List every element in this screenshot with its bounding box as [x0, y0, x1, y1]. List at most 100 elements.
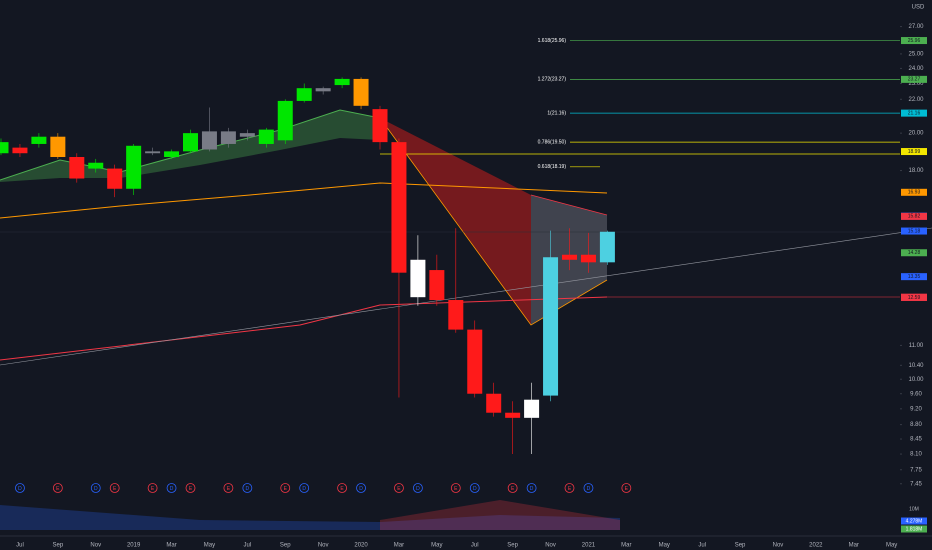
event-label: E [113, 486, 117, 492]
x-tick-label: 2022 [809, 543, 823, 549]
price-badge-label: 23.27 [908, 77, 921, 83]
event-label: D [359, 486, 363, 492]
candle-body [599, 231, 615, 263]
event-label: E [568, 486, 572, 492]
x-tick-label: Sep [507, 543, 518, 549]
event-label: E [56, 486, 60, 492]
x-tick-label: Nov [90, 543, 101, 549]
candle-body [486, 393, 502, 413]
candle-body [429, 270, 445, 301]
event-label: E [151, 486, 155, 492]
x-tick-label: Nov [773, 543, 784, 549]
price-badge [901, 37, 927, 45]
y-tick-label: 8.45 [910, 437, 922, 443]
event-marker [621, 483, 632, 493]
y-tick-label: 27.00 [908, 24, 924, 30]
x-tick-label: Mar [849, 543, 859, 549]
x-tick-label: 2020 [354, 543, 368, 549]
event-marker [109, 483, 120, 493]
event-label: D [246, 486, 250, 492]
x-tick-label: Mar [394, 543, 404, 549]
event-marker [469, 483, 480, 493]
event-label: D [473, 486, 477, 492]
x-tick-label: Jul [16, 543, 24, 549]
candle-body [145, 151, 161, 154]
x-tick-label: May [204, 543, 215, 549]
x-tick-label: Jul [698, 543, 706, 549]
candle-body [201, 131, 217, 150]
volume-label: 1.818M [906, 526, 923, 532]
x-tick-label: Jul [244, 543, 252, 549]
event-marker [564, 483, 575, 493]
candle-body [448, 300, 464, 330]
price-badge-label: 12.59 [908, 295, 921, 301]
fib-label: 1(21.16) [547, 110, 566, 116]
event-marker [507, 483, 518, 493]
event-label: D [302, 486, 306, 492]
price-badge-label: 21.16 [908, 110, 921, 116]
candle-body [410, 259, 426, 298]
event-label: E [625, 486, 629, 492]
volume-label: 10M [909, 506, 919, 512]
y-tick-label: 7.45 [910, 481, 922, 487]
event-label: D [530, 486, 534, 492]
event-marker [394, 483, 404, 493]
fib-label: 0.618(18.19) [538, 164, 567, 170]
y-tick-label: 24.00 [908, 66, 924, 72]
candle-body [88, 162, 104, 169]
event-label: E [511, 486, 515, 492]
event-label: D [18, 486, 22, 492]
price-badge [901, 148, 927, 156]
candle-body [277, 100, 293, 141]
price-badge-label: 15.18 [908, 228, 921, 234]
price-badge [901, 75, 927, 83]
price-badge [901, 212, 927, 220]
event-marker [185, 483, 196, 493]
candle-body [220, 131, 236, 144]
y-tick-label: 11.00 [909, 343, 924, 349]
candle-body [126, 145, 142, 189]
event-marker [223, 483, 234, 493]
y-tick-label: 7.75 [910, 467, 922, 473]
event-marker [147, 483, 158, 493]
pattern-edge [530, 194, 608, 216]
candle-body [31, 136, 47, 144]
candle-body [164, 151, 180, 158]
price-badge-label: 25.96 [908, 38, 921, 44]
price-badge-label: 15.82 [908, 214, 921, 220]
candle-body [296, 88, 312, 101]
candle-body [524, 399, 540, 418]
event-marker [242, 483, 253, 493]
x-tick-label: Mar [621, 543, 631, 549]
candle-body [107, 168, 123, 189]
event-label: D [416, 486, 420, 492]
event-marker [450, 483, 461, 493]
candle-body [391, 142, 407, 273]
ma-cloud [0, 110, 380, 182]
candle-body [69, 157, 85, 179]
candle-body [562, 254, 577, 260]
event-marker [52, 483, 63, 493]
event-label: E [397, 486, 401, 492]
candle-body [580, 254, 596, 263]
volume-badge [901, 525, 927, 533]
volume-area [380, 500, 620, 530]
y-tick-label: 9.60 [910, 391, 922, 397]
y-tick-label: 9.20 [910, 406, 922, 412]
event-marker [356, 483, 366, 493]
candle-body [505, 412, 521, 418]
candle-body [353, 78, 369, 106]
price-badge [901, 273, 927, 281]
event-marker [583, 483, 594, 493]
event-marker [299, 483, 310, 493]
x-tick-label: May [431, 543, 442, 549]
y-tick-label: 18.00 [908, 168, 924, 174]
fib-label: 0.786(19.50) [538, 139, 567, 145]
event-marker [526, 483, 537, 493]
y-tick-label: 10.40 [908, 363, 924, 369]
y-tick-label: 25.00 [908, 51, 924, 57]
trend-line [0, 227, 932, 366]
candle-body [12, 147, 28, 154]
volume-area [0, 505, 620, 530]
